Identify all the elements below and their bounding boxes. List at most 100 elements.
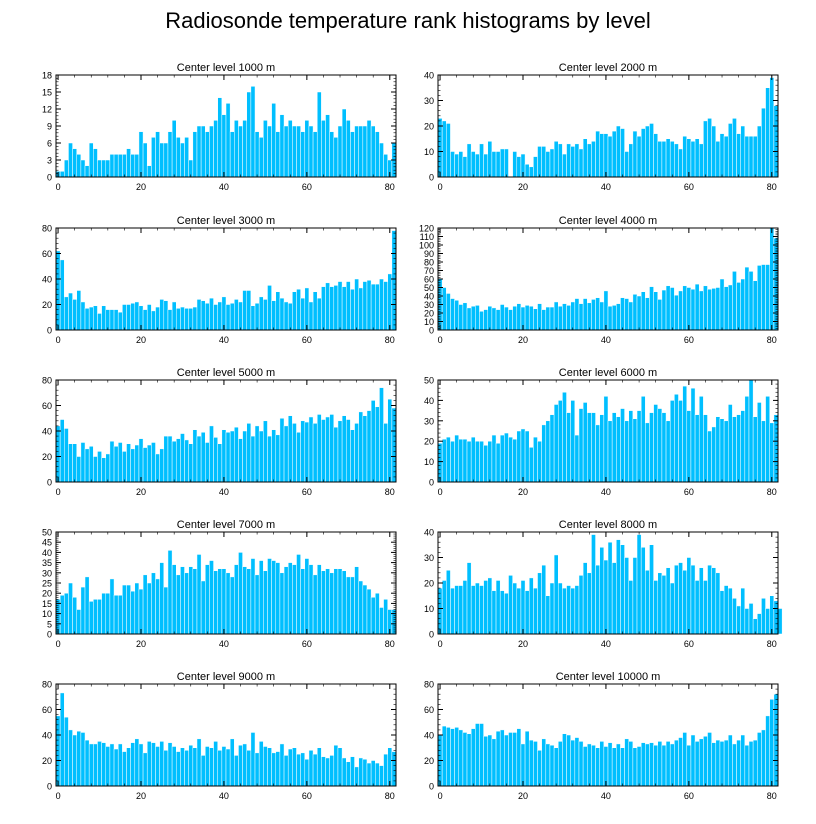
- bar: [727, 734, 733, 787]
- y-tick-label: 0: [429, 782, 434, 792]
- x-tick-label: 0: [56, 639, 61, 649]
- bar: [524, 430, 530, 483]
- bar: [321, 570, 326, 635]
- bar: [475, 305, 480, 331]
- y-tick-label: 80: [42, 224, 52, 234]
- y-tick-label: 40: [424, 71, 434, 81]
- bar: [686, 557, 692, 635]
- bar: [258, 741, 264, 787]
- x-tick-label: 80: [767, 791, 777, 801]
- bar: [171, 746, 177, 787]
- bar: [271, 752, 277, 787]
- bar: [283, 301, 289, 331]
- bar: [113, 594, 119, 635]
- bar: [574, 143, 580, 178]
- bar: [470, 436, 476, 483]
- bar: [566, 412, 571, 483]
- bar: [719, 741, 725, 787]
- bar: [574, 434, 580, 483]
- bar: [72, 148, 77, 178]
- bar: [350, 756, 355, 787]
- bar: [175, 308, 181, 331]
- bar: [707, 564, 712, 635]
- bar: [487, 577, 493, 635]
- bar: [300, 297, 306, 331]
- bar: [674, 564, 679, 635]
- bar: [582, 298, 588, 331]
- bar: [358, 411, 364, 483]
- bar: [246, 750, 252, 787]
- x-tick-label: 80: [767, 639, 777, 649]
- bar: [117, 743, 123, 787]
- bar: [171, 440, 177, 483]
- bar: [769, 699, 775, 787]
- x-tick-label: 40: [601, 639, 611, 649]
- bar: [354, 125, 359, 178]
- y-tick-label: 0: [429, 173, 434, 183]
- bar: [719, 590, 725, 635]
- bar: [238, 125, 243, 178]
- chart-panel-1: Center level 1000 m 0 3 6 9 12 15 18 0 20 40 60 80: [42, 62, 397, 192]
- bar: [665, 420, 671, 483]
- bar: [682, 135, 688, 178]
- bar: [495, 730, 501, 787]
- bar: [566, 143, 571, 178]
- y-tick-label: 40: [424, 396, 434, 406]
- bar: [163, 435, 169, 483]
- bar: [258, 560, 264, 635]
- bar: [640, 396, 646, 483]
- bar: [761, 729, 766, 787]
- bar: [76, 609, 82, 635]
- bar: [603, 746, 609, 787]
- bar: [587, 302, 592, 331]
- bar: [184, 572, 189, 635]
- y-tick-label: 3: [47, 156, 52, 166]
- bar: [325, 114, 330, 178]
- bar: [578, 575, 584, 635]
- bar: [267, 435, 272, 483]
- bar: [462, 732, 468, 787]
- y-tick-label: 40: [42, 427, 52, 437]
- bar: [300, 568, 306, 635]
- bar: [674, 143, 679, 178]
- bar: [200, 432, 206, 483]
- bar: [682, 570, 688, 635]
- bar: [109, 309, 115, 331]
- bar: [379, 607, 384, 635]
- bar: [97, 741, 102, 787]
- bar: [175, 751, 181, 787]
- bar: [599, 133, 605, 178]
- bar: [653, 744, 659, 787]
- bar: [80, 301, 86, 331]
- bar: [674, 394, 679, 483]
- bar: [524, 590, 530, 635]
- panel-title: Center level 1000 m: [177, 62, 275, 74]
- bar: [616, 539, 621, 635]
- bar: [275, 291, 281, 331]
- bar: [275, 751, 281, 787]
- bar: [765, 87, 770, 178]
- bar: [221, 114, 227, 178]
- bar: [669, 287, 675, 331]
- bar: [761, 420, 766, 483]
- bar: [366, 120, 372, 178]
- bar: [533, 308, 538, 331]
- bar: [740, 587, 746, 635]
- bar: [362, 415, 368, 483]
- bar: [333, 426, 339, 483]
- bar: [723, 739, 729, 787]
- y-tick-label: 40: [424, 528, 434, 538]
- x-tick-label: 0: [56, 182, 61, 192]
- bar: [341, 108, 347, 178]
- bar: [553, 404, 559, 483]
- x-tick-label: 60: [302, 182, 312, 192]
- y-tick-label: 20: [42, 452, 52, 462]
- bar: [620, 128, 625, 178]
- bar: [275, 562, 281, 635]
- bar: [491, 738, 497, 787]
- y-tick-label: 20: [42, 756, 52, 766]
- bar: [151, 742, 156, 787]
- bar: [213, 120, 218, 178]
- bar: [80, 442, 86, 483]
- bar: [333, 137, 339, 178]
